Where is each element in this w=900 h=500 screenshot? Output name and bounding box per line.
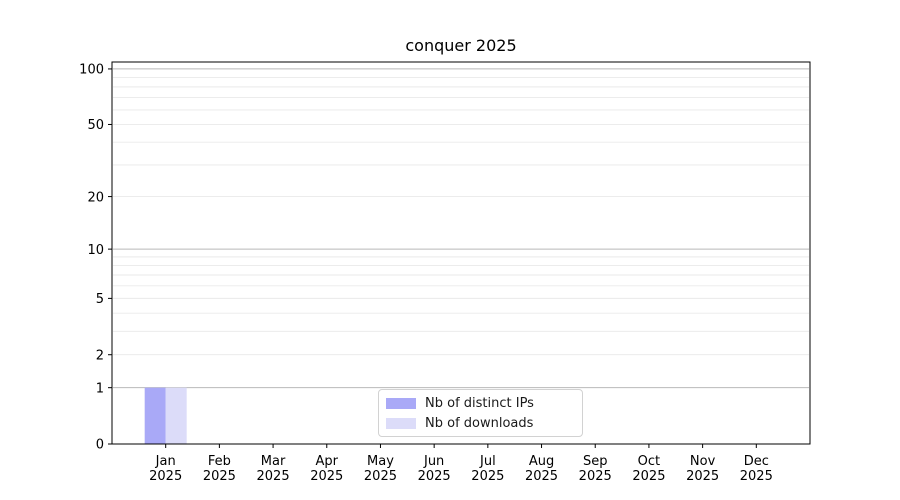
legend-label-downloads: Nb of downloads xyxy=(425,415,534,431)
y-tick-label: 0 xyxy=(96,438,104,453)
x-tick-label: Dec 2025 xyxy=(740,454,773,484)
y-tick-label: 1 xyxy=(96,381,104,396)
y-tick-label: 100 xyxy=(79,63,104,78)
legend-item-downloads: Nb of downloads xyxy=(386,415,582,431)
axes-spines xyxy=(111,61,811,445)
x-tick-label: Mar 2025 xyxy=(257,454,290,484)
y-tick-label: 50 xyxy=(87,118,104,133)
legend-swatch-downloads xyxy=(386,417,416,429)
x-tick-label: Oct 2025 xyxy=(632,454,665,484)
bar-downloads-jan xyxy=(165,387,187,444)
x-tick-label: Nov 2025 xyxy=(686,454,719,484)
x-tick-label: Aug 2025 xyxy=(525,454,558,484)
bar-distinct-ips-jan xyxy=(144,387,166,444)
x-tick-label: Apr 2025 xyxy=(310,454,343,484)
legend-label-distinct-ips: Nb of distinct IPs xyxy=(425,395,534,411)
y-tick-label: 2 xyxy=(96,348,104,363)
legend: Nb of distinct IPs Nb of downloads xyxy=(378,389,583,437)
y-tick-label: 20 xyxy=(87,190,104,205)
x-tick-label: Jan 2025 xyxy=(149,454,182,484)
y-tick-label: 10 xyxy=(87,243,104,258)
y-tick-label: 5 xyxy=(96,292,104,307)
legend-item-distinct-ips: Nb of distinct IPs xyxy=(386,395,582,411)
chart-title: conquer 2025 xyxy=(405,36,517,55)
x-tick-label: Sep 2025 xyxy=(579,454,612,484)
legend-swatch-distinct-ips xyxy=(386,397,416,409)
x-tick-label: Jul 2025 xyxy=(471,454,504,484)
x-tick-label: Feb 2025 xyxy=(203,454,236,484)
x-tick-label: May 2025 xyxy=(364,454,397,484)
x-tick-label: Jun 2025 xyxy=(418,454,451,484)
